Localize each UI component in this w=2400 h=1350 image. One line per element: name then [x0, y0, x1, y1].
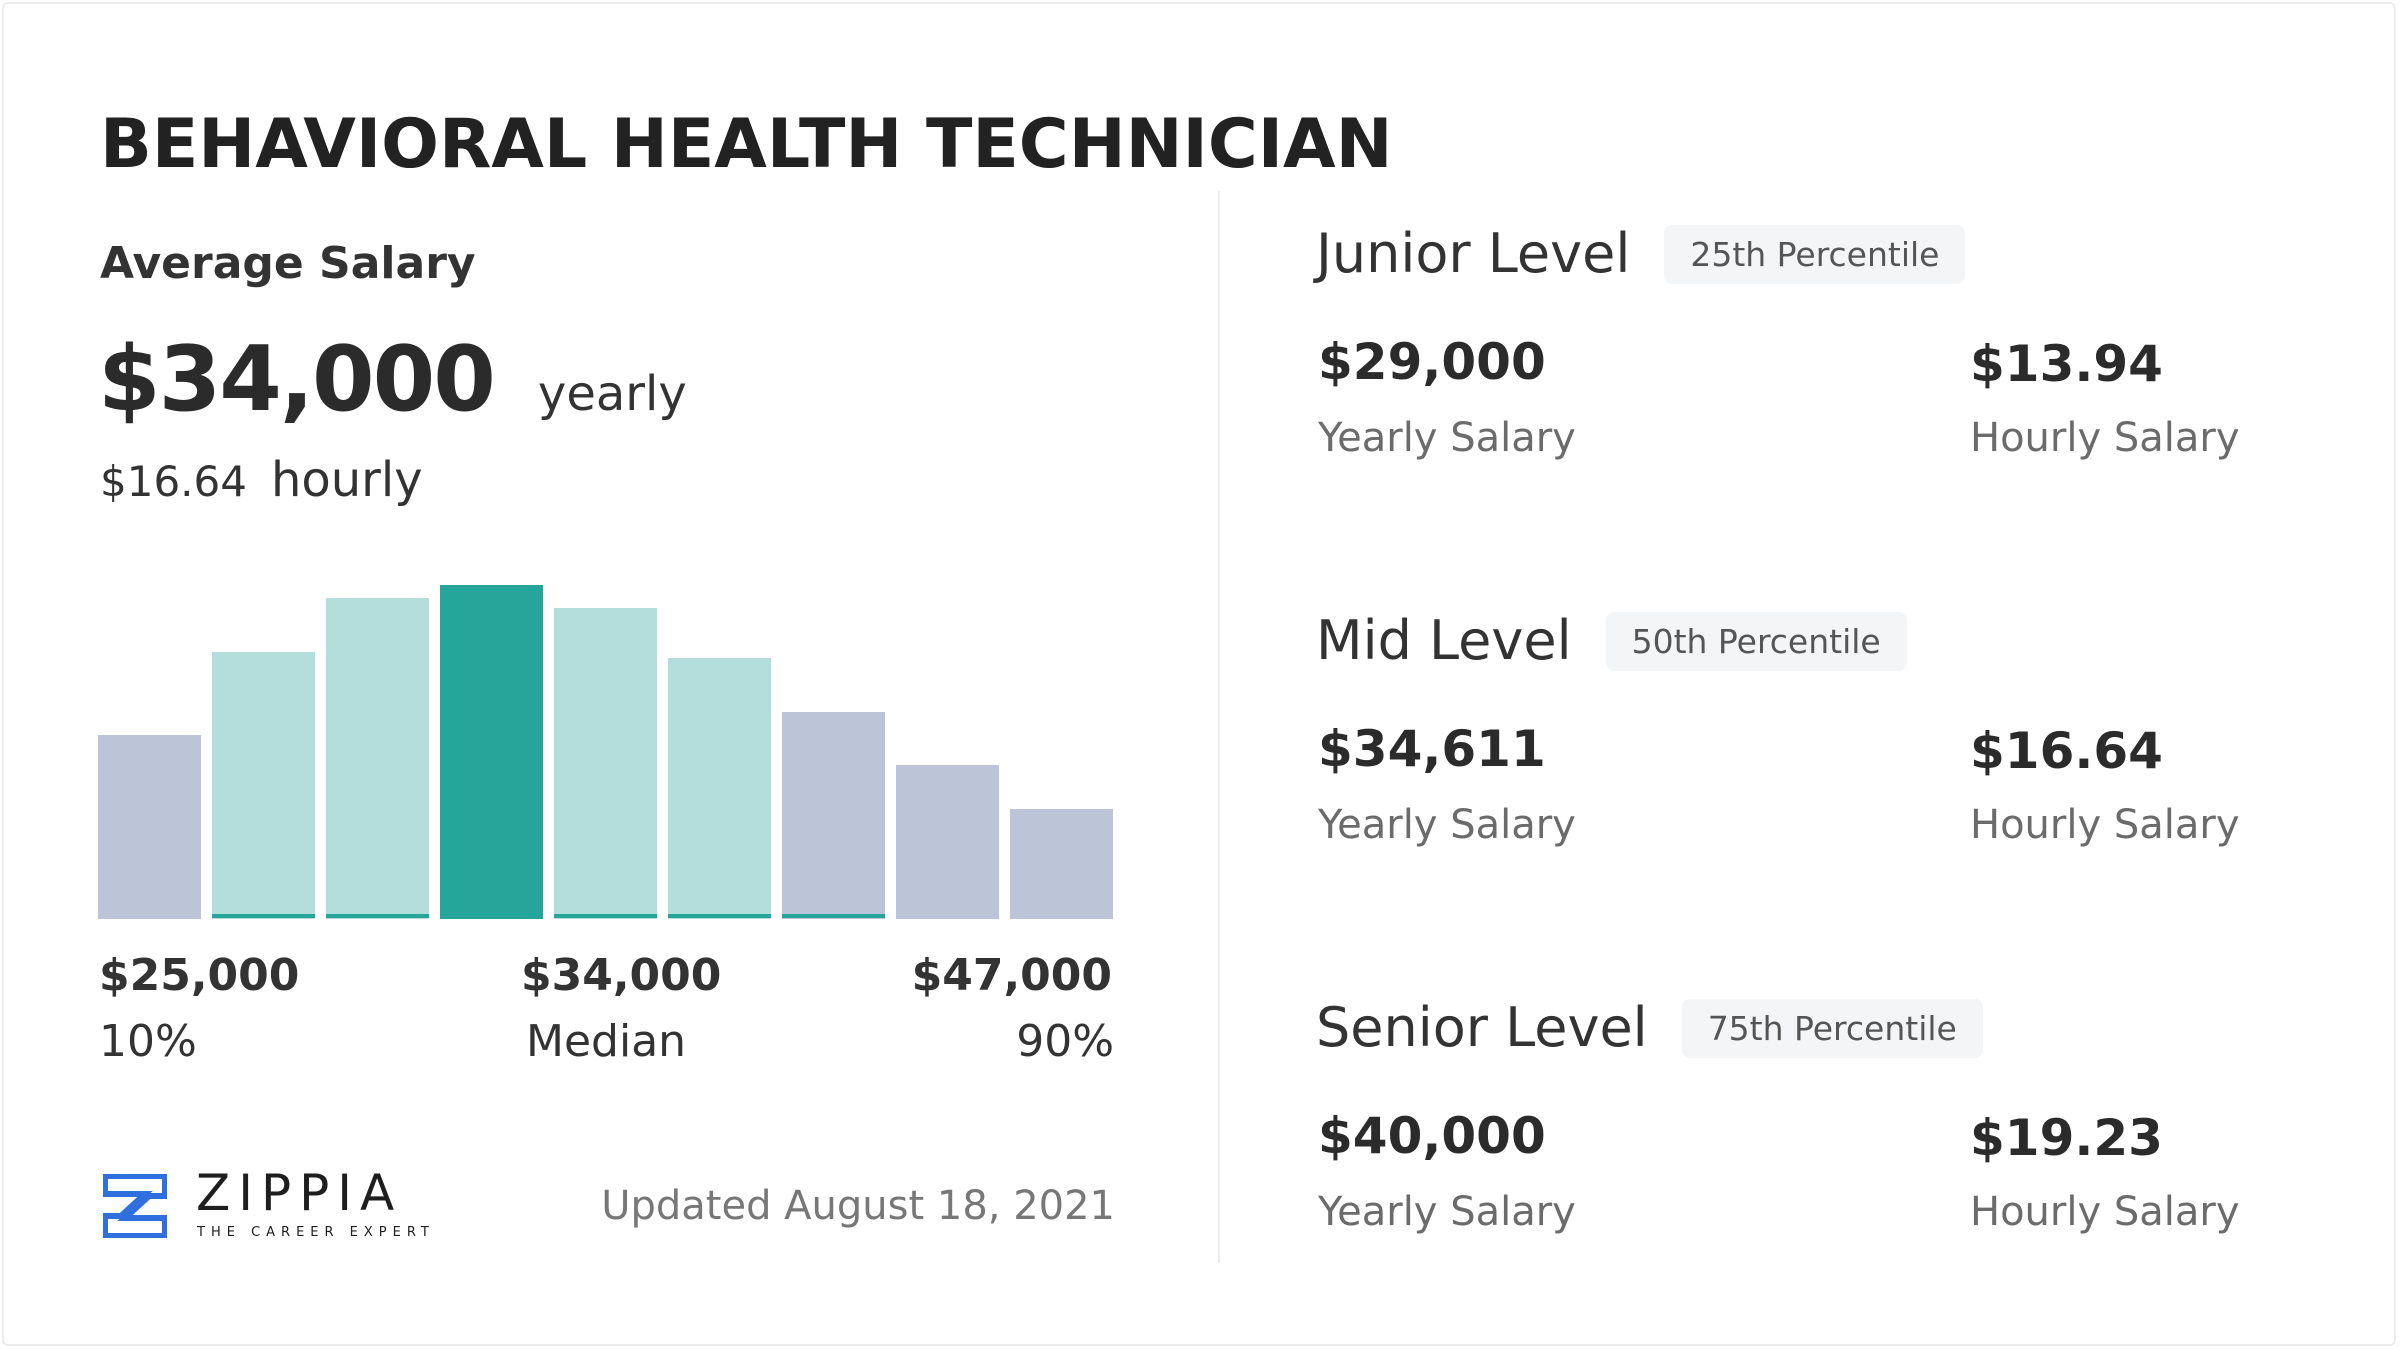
bar: [212, 651, 315, 919]
yearly-salary-label: Yearly Salary: [1318, 802, 1576, 848]
x-label-median-percentile: Median: [526, 1016, 687, 1067]
bar-underline: [554, 914, 657, 918]
hourly-salary-label: Hourly Salary: [1970, 415, 2240, 461]
average-yearly-value: $34,000: [98, 327, 496, 432]
hourly-salary-label: Hourly Salary: [1970, 1189, 2240, 1235]
percentile-badge: 75th Percentile: [1681, 998, 1983, 1059]
bar-underline: [326, 914, 429, 918]
x-label-high-percentile: 90%: [1016, 1016, 1114, 1067]
x-label-low-percentile: 10%: [99, 1016, 197, 1067]
yearly-salary-value: $34,611: [1318, 720, 1546, 778]
yearly-salary-value: $29,000: [1318, 333, 1546, 391]
bar-median: [440, 585, 543, 919]
updated-date: Updated August 18, 2021: [601, 1183, 1115, 1229]
hourly-salary-label: Hourly Salary: [1970, 802, 2240, 848]
x-label-high-value: $47,000: [911, 950, 1112, 1001]
bar: [1010, 808, 1113, 919]
percentile-badge: 25th Percentile: [1664, 224, 1966, 285]
x-label-low-value: $25,000: [99, 950, 300, 1001]
hourly-label: hourly: [270, 452, 423, 508]
yearly-label: yearly: [537, 366, 687, 422]
level-name: Senior Level: [1316, 996, 1648, 1059]
hourly-salary-value: $13.94: [1970, 335, 2163, 393]
bar: [782, 711, 885, 919]
average-hourly-row: $16.64 hourly: [100, 452, 423, 510]
bar: [554, 608, 657, 919]
bar: [326, 598, 429, 919]
average-salary-label: Average Salary: [100, 238, 476, 289]
level-name: Mid Level: [1316, 609, 1572, 672]
bar: [98, 735, 201, 919]
hourly-salary-value: $16.64: [1970, 722, 2163, 780]
zippia-logo-icon: [102, 1173, 168, 1239]
bar-underline: [782, 914, 885, 918]
bar-underline: [668, 914, 771, 918]
logo-tagline: THE CAREER EXPERT: [197, 1225, 435, 1240]
divider: [1218, 191, 1220, 1263]
bar: [668, 658, 771, 919]
percentile-badge: 50th Percentile: [1605, 611, 1907, 672]
average-yearly-row: $34,000 yearly: [98, 328, 687, 432]
bar: [896, 765, 999, 919]
x-label-median-value: $34,000: [521, 950, 722, 1001]
bar-underline: [212, 914, 315, 918]
logo-name: ZIPPIA: [196, 1164, 403, 1222]
hourly-salary-value: $19.23: [1970, 1109, 2163, 1167]
average-hourly-value: $16.64: [100, 457, 247, 506]
level-header: Mid Level 50th Percentile: [1316, 609, 1907, 674]
yearly-salary-label: Yearly Salary: [1318, 1189, 1576, 1235]
level-name: Junior Level: [1316, 222, 1631, 285]
level-header: Senior Level 75th Percentile: [1316, 996, 1983, 1061]
level-header: Junior Level 25th Percentile: [1316, 222, 1966, 287]
page-title: BEHAVIORAL HEALTH TECHNICIAN: [100, 105, 1393, 184]
yearly-salary-label: Yearly Salary: [1318, 415, 1576, 461]
yearly-salary-value: $40,000: [1318, 1107, 1546, 1165]
